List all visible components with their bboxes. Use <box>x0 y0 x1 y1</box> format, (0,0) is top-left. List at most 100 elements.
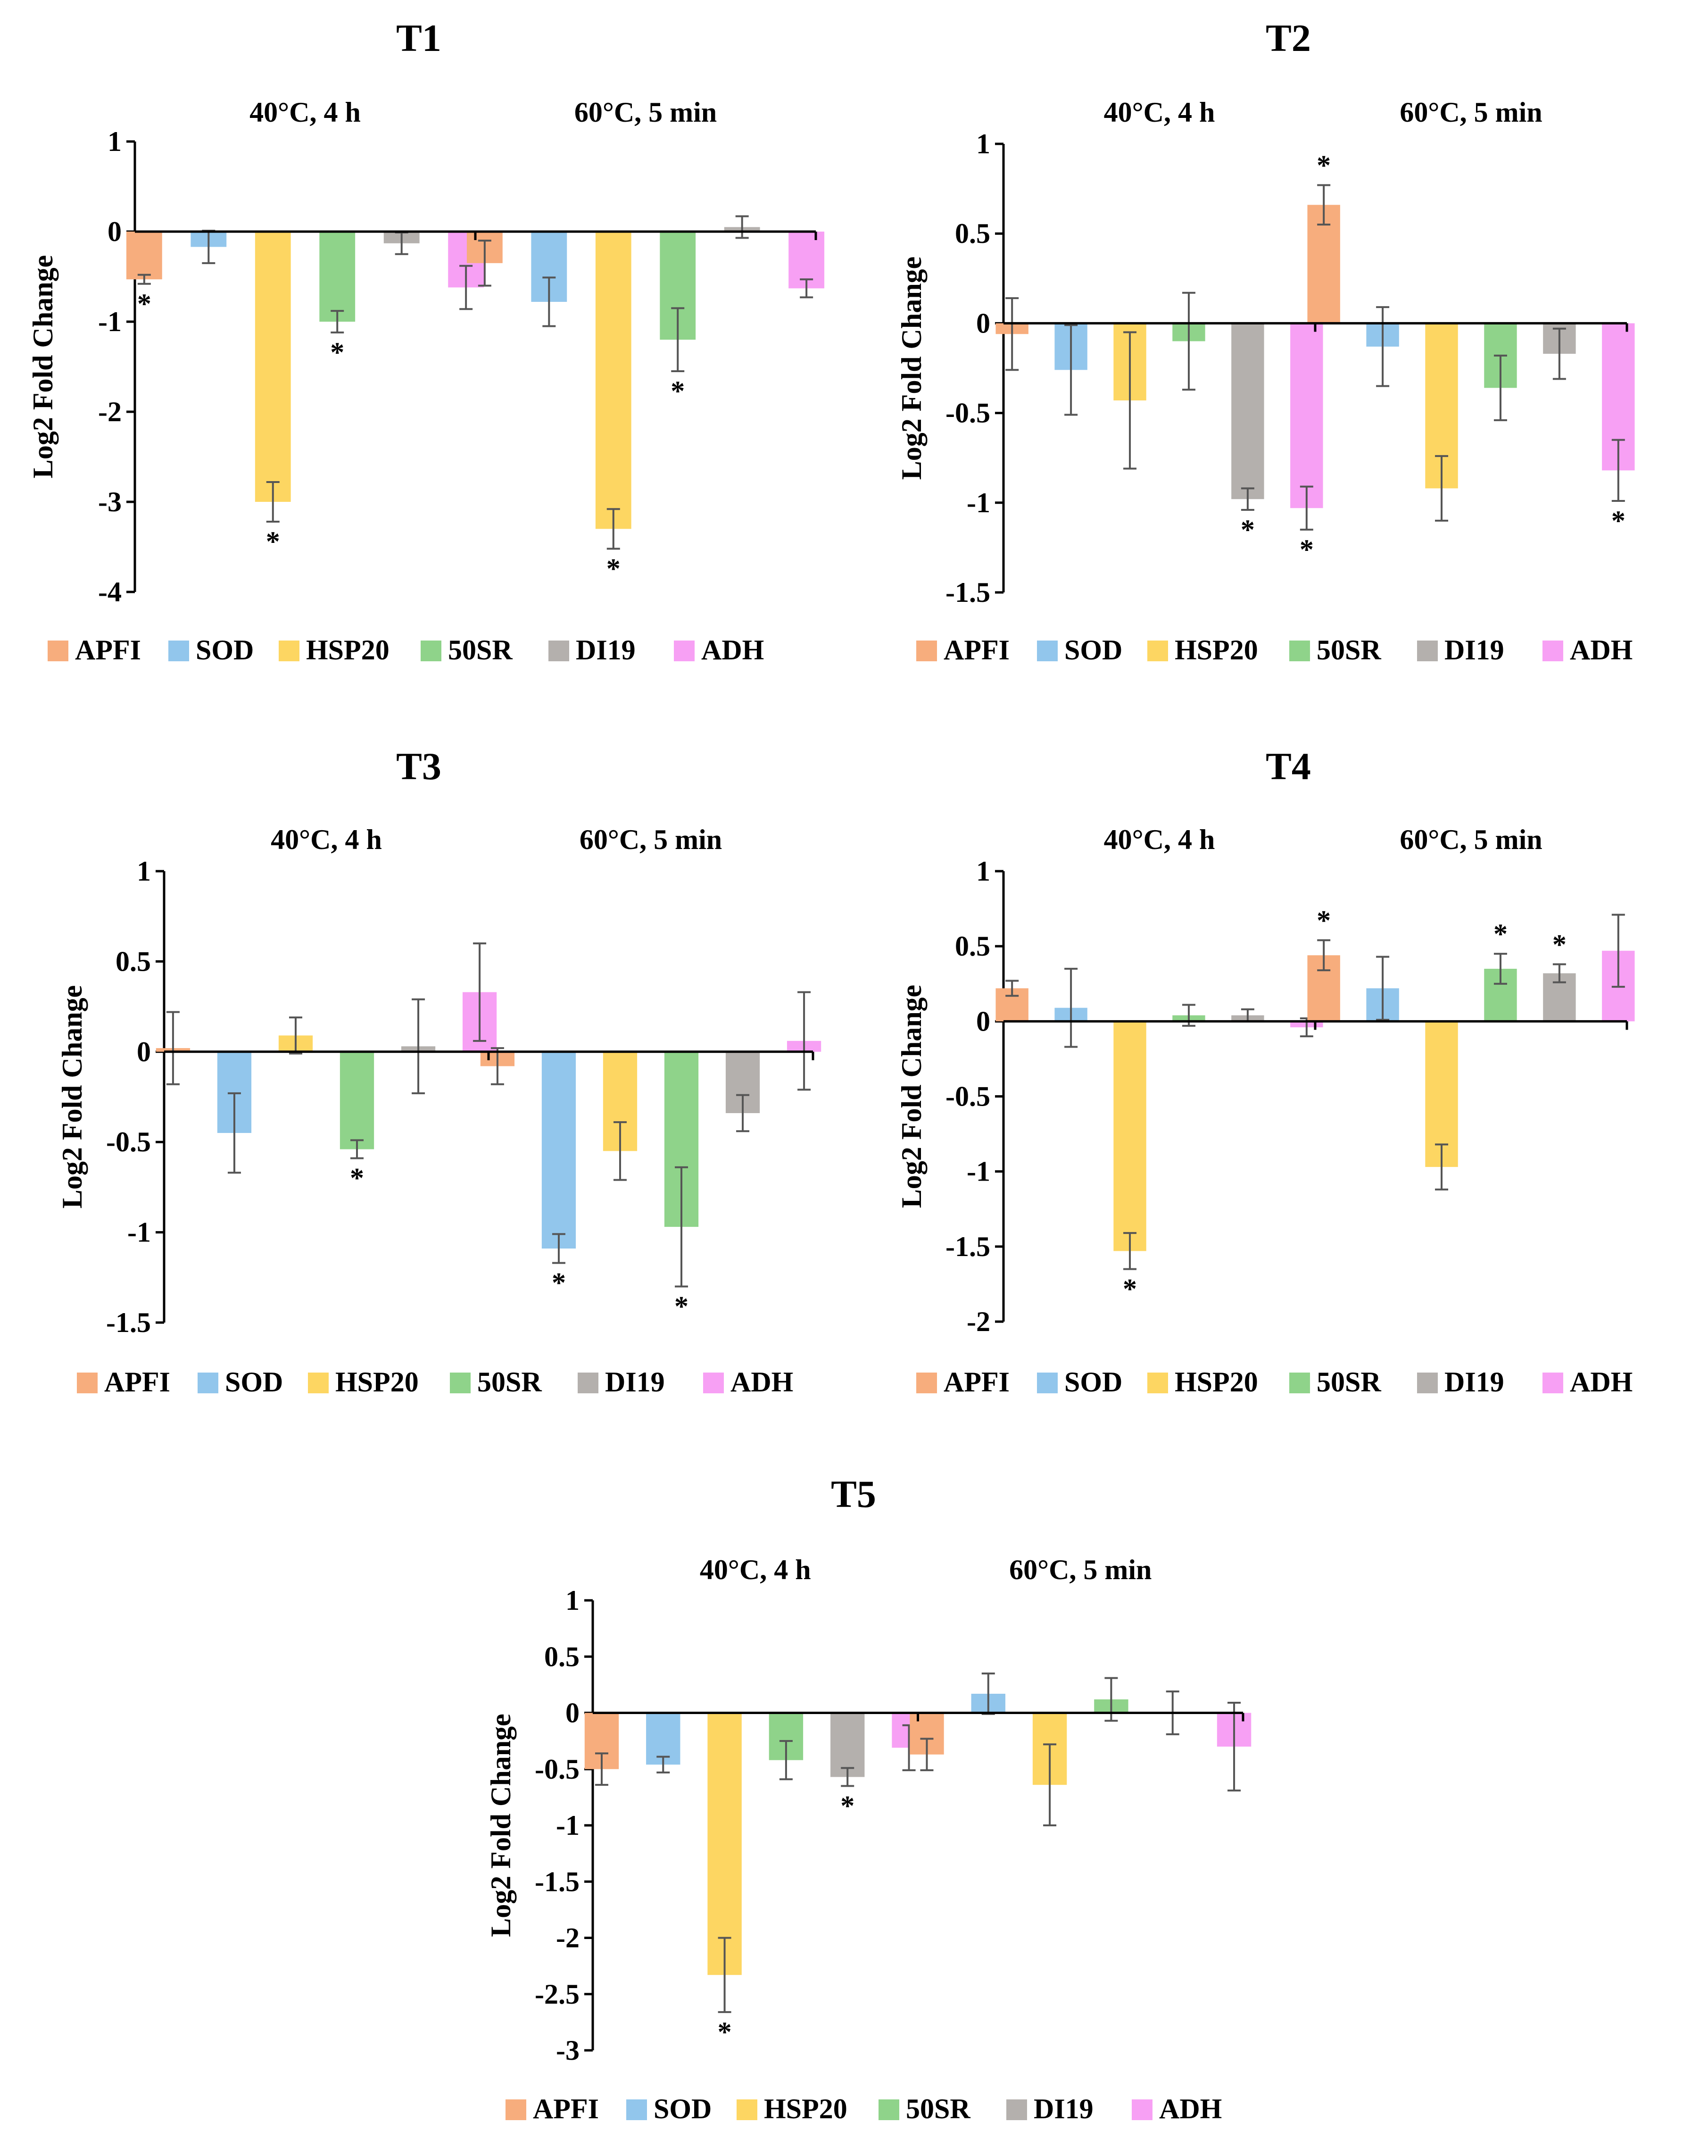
legend-item-hsp20: HSP20 <box>1147 1366 1258 1398</box>
y-tick-label: 0.5 <box>544 1641 580 1672</box>
legend: APFI SOD HSP20 50SR DI19 ADH <box>916 1366 1633 1398</box>
y-tick-label: 1 <box>976 128 990 159</box>
legend-item-di19: DI19 <box>548 634 636 666</box>
y-tick-label: 0 <box>137 1036 151 1067</box>
legend-swatch <box>450 1373 471 1393</box>
significance-marker: * <box>718 2016 732 2048</box>
legend-label: ADH <box>701 634 764 666</box>
y-tick-label: 1 <box>976 856 990 887</box>
y-tick-label: -1.5 <box>535 1866 580 1897</box>
y-axis-title: Log2 Fold Change <box>485 1714 516 1937</box>
legend-swatch <box>421 641 441 661</box>
significance-marker: * <box>671 375 685 407</box>
legend-swatch <box>198 1373 218 1393</box>
legend-item-hsp20: HSP20 <box>737 2093 847 2124</box>
legend-swatch <box>308 1373 329 1393</box>
y-tick-label: -2 <box>967 1306 990 1337</box>
legend-swatch <box>168 641 189 661</box>
bar-di19-40c <box>830 1713 865 1777</box>
category-label: 60°C, 5 min <box>1009 1554 1152 1585</box>
legend-label: SOD <box>196 634 254 666</box>
legend-label: ADH <box>730 1366 793 1398</box>
bar-apfi-40c <box>126 232 162 280</box>
y-tick-label: -2 <box>556 1923 580 1954</box>
legend-label: DI19 <box>1034 2093 1094 2124</box>
category-label: 60°C, 5 min <box>574 97 717 128</box>
y-tick-label: 1 <box>565 1585 580 1616</box>
y-axis-title: Log2 Fold Change <box>27 255 58 478</box>
legend-label: DI19 <box>1444 1366 1504 1398</box>
legend-label: SOD <box>1064 634 1122 666</box>
legend-label: APFI <box>944 634 1010 666</box>
bar-hsp20-40c <box>1113 1021 1146 1251</box>
bar-50sr-40c <box>319 232 356 322</box>
legend-item-adh: ADH <box>1542 634 1633 666</box>
y-tick-label: 1 <box>137 856 151 887</box>
legend-swatch <box>1037 1373 1058 1393</box>
panel-t5: T5 40°C, 4 h 60°C, 5 min 1 0.5 0 -0.5 -1 -1.5 -2 -… <box>485 1473 1252 2124</box>
legend-label: SOD <box>1064 1366 1122 1398</box>
legend: APFI SOD HSP20 50SR DI19 ADH <box>48 634 764 666</box>
legend-swatch <box>1542 1373 1563 1393</box>
significance-marker: * <box>1552 929 1567 960</box>
bar-hsp20-40c <box>255 232 291 502</box>
legend-swatch <box>626 2099 647 2120</box>
legend-swatch <box>1147 641 1168 661</box>
significance-marker: * <box>552 1267 566 1299</box>
legend-item-sod: SOD <box>1037 1366 1122 1398</box>
y-tick-label: -1.5 <box>945 577 990 608</box>
y-tick-label: -1.5 <box>106 1307 151 1338</box>
legend-label: 50SR <box>906 2093 970 2124</box>
legend-item-adh: ADH <box>1132 2093 1222 2124</box>
legend-label: 50SR <box>1317 634 1381 666</box>
y-tick-label: 0 <box>976 308 990 339</box>
legend-swatch <box>1417 1373 1438 1393</box>
y-tick-label: -1 <box>967 1156 990 1187</box>
y-tick-label: -0.5 <box>945 1081 990 1112</box>
chart-title: T1 <box>396 17 441 59</box>
significance-marker: * <box>1611 505 1625 536</box>
legend-item-50sr: 50SR <box>879 2093 970 2124</box>
significance-marker: * <box>350 1163 364 1194</box>
legend-swatch <box>916 641 937 661</box>
y-tick-label: -2 <box>98 396 122 427</box>
legend-swatch <box>77 1373 98 1393</box>
legend-swatch <box>1417 641 1438 661</box>
y-tick-label: 1 <box>108 126 122 157</box>
y-tick-label: 0.5 <box>955 218 990 249</box>
bar-sod-60c <box>541 1051 576 1249</box>
significance-marker: * <box>606 553 621 584</box>
significance-marker: * <box>1300 534 1314 565</box>
legend-label: APFI <box>533 2093 599 2124</box>
chart-title: T2 <box>1266 17 1311 59</box>
legend-swatch <box>1289 1373 1310 1393</box>
y-axis-title: Log2 Fold Change <box>896 985 927 1208</box>
significance-marker: * <box>840 1790 854 1822</box>
legend-label: HSP20 <box>1175 634 1258 666</box>
legend-swatch <box>674 641 695 661</box>
y-tick-label: 0.5 <box>955 931 990 962</box>
y-tick-label: -0.5 <box>535 1754 580 1785</box>
legend-swatch <box>1037 641 1058 661</box>
legend-swatch <box>703 1373 724 1393</box>
panel-t4: T4 40°C, 4 h 60°C, 5 min 1 0.5 0 -0.5 -1 -1.5 -2 L… <box>896 745 1635 1398</box>
legend-swatch <box>548 641 569 661</box>
legend-label: APFI <box>104 1366 170 1398</box>
legend-item-sod: SOD <box>626 2093 712 2124</box>
significance-marker: * <box>266 526 280 557</box>
category-label: 40°C, 4 h <box>700 1554 811 1585</box>
y-tick-label: -1 <box>127 1217 151 1248</box>
significance-marker: * <box>330 337 344 368</box>
y-tick-label: -0.5 <box>106 1126 151 1157</box>
y-axis-title: Log2 Fold Change <box>57 985 88 1208</box>
chart-title: T5 <box>831 1473 876 1515</box>
chart-title: T4 <box>1266 745 1311 788</box>
legend-item-adh: ADH <box>703 1366 793 1398</box>
legend-item-adh: ADH <box>1542 1366 1633 1398</box>
y-tick-label: -0.5 <box>945 398 990 429</box>
legend-item-apfi: APFI <box>916 634 1010 666</box>
y-tick-label: 0 <box>108 216 122 247</box>
panel-t1: T1 40°C, 4 h 60°C, 5 min 1 0 -1 -2 -3 -4 Log2 Fol… <box>27 17 825 666</box>
y-tick-label: 0 <box>565 1698 580 1729</box>
legend-label: HSP20 <box>1175 1366 1258 1398</box>
